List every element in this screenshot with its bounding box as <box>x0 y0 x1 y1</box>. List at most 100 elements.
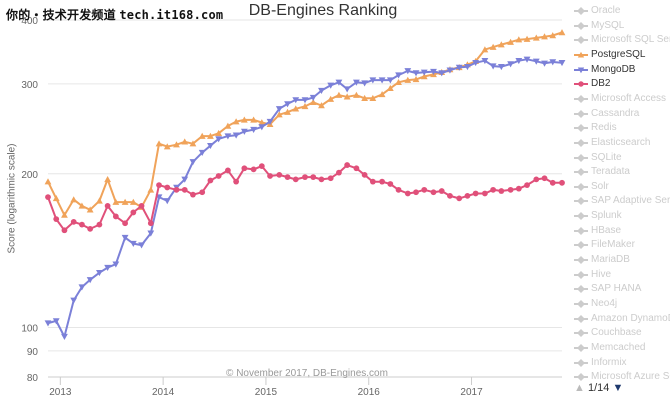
legend-item-memcached[interactable]: Memcached <box>574 341 670 355</box>
data-point-db2[interactable] <box>104 203 111 209</box>
data-point-db2[interactable] <box>430 189 437 196</box>
data-point-db2[interactable] <box>404 190 411 197</box>
data-point-mongodb[interactable] <box>121 234 129 241</box>
data-point-postgresql[interactable] <box>292 105 300 112</box>
data-point-db2[interactable] <box>559 179 565 186</box>
legend-item-neo4j[interactable]: Neo4j <box>574 297 670 311</box>
data-point-mongodb[interactable] <box>318 87 325 94</box>
data-point-mongodb[interactable] <box>78 284 86 291</box>
data-point-db2[interactable] <box>45 194 51 201</box>
data-point-db2[interactable] <box>318 176 325 183</box>
data-point-mongodb[interactable] <box>420 69 428 76</box>
data-point-mongodb[interactable] <box>138 242 145 249</box>
data-point-db2[interactable] <box>413 189 419 196</box>
legend-item-couchbase[interactable]: Couchbase <box>574 326 670 340</box>
data-point-mongodb[interactable] <box>489 63 497 70</box>
data-point-postgresql[interactable] <box>420 73 428 80</box>
data-point-mongodb[interactable] <box>44 320 52 327</box>
data-point-mongodb[interactable] <box>240 128 248 135</box>
data-point-db2[interactable] <box>498 188 505 194</box>
data-point-mongodb[interactable] <box>96 270 103 277</box>
legend-item-mongodb[interactable]: MongoDB <box>574 63 670 77</box>
data-point-postgresql[interactable] <box>412 76 420 83</box>
data-point-db2[interactable] <box>464 193 471 199</box>
data-point-db2[interactable] <box>147 220 154 227</box>
data-point-postgresql[interactable] <box>207 132 214 139</box>
data-point-db2[interactable] <box>369 178 376 185</box>
data-point-postgresql[interactable] <box>52 194 60 202</box>
data-point-postgresql[interactable] <box>369 94 377 102</box>
data-point-db2[interactable] <box>387 181 394 187</box>
data-point-postgresql[interactable] <box>549 32 557 39</box>
data-point-mongodb[interactable] <box>112 261 120 268</box>
data-point-mongodb[interactable] <box>215 136 223 143</box>
data-point-mongodb[interactable] <box>129 240 137 247</box>
data-point-postgresql[interactable] <box>181 138 189 145</box>
data-point-postgresql[interactable] <box>395 78 402 86</box>
data-point-db2[interactable] <box>361 171 368 178</box>
data-point-mongodb[interactable] <box>224 133 232 140</box>
data-point-postgresql[interactable] <box>104 175 112 183</box>
data-point-mongodb[interactable] <box>52 318 60 325</box>
data-point-mongodb[interactable] <box>292 97 300 104</box>
legend-item-redis[interactable]: Redis <box>574 121 670 135</box>
data-point-db2[interactable] <box>284 174 291 180</box>
data-point-postgresql[interactable] <box>189 140 197 147</box>
data-point-mongodb[interactable] <box>147 230 155 237</box>
data-point-postgresql[interactable] <box>404 76 412 83</box>
legend-item-postgresql[interactable]: PostgreSQL <box>574 48 670 62</box>
data-point-mongodb[interactable] <box>327 82 335 89</box>
data-point-db2[interactable] <box>96 221 103 228</box>
data-point-db2[interactable] <box>490 186 497 193</box>
data-point-mongodb[interactable] <box>104 264 112 272</box>
legend-item-mariadb[interactable]: MariaDB <box>574 253 670 267</box>
data-point-mongodb[interactable] <box>430 68 437 75</box>
data-point-db2[interactable] <box>122 220 128 227</box>
data-point-postgresql[interactable] <box>215 129 223 137</box>
data-point-postgresql[interactable] <box>70 196 78 203</box>
data-point-mongodb[interactable] <box>258 124 266 131</box>
data-point-postgresql[interactable] <box>232 118 240 125</box>
data-point-db2[interactable] <box>241 165 248 172</box>
legend-item-filemaker[interactable]: FileMaker <box>574 238 670 252</box>
data-point-db2[interactable] <box>395 186 402 193</box>
data-point-db2[interactable] <box>199 189 206 196</box>
data-point-postgresql[interactable] <box>129 198 137 205</box>
legend-item-amazon-dynamodb[interactable]: Amazon DynamoDB <box>574 312 670 326</box>
data-point-db2[interactable] <box>79 221 85 228</box>
pager-down-arrow-icon[interactable]: ▼ <box>612 382 624 394</box>
data-point-postgresql[interactable] <box>147 186 155 193</box>
data-point-db2[interactable] <box>173 186 180 193</box>
legend-item-cassandra[interactable]: Cassandra <box>574 107 670 121</box>
data-point-postgresql[interactable] <box>301 102 309 110</box>
data-point-db2[interactable] <box>515 185 522 192</box>
data-point-db2[interactable] <box>233 178 240 185</box>
data-point-postgresql[interactable] <box>96 197 103 204</box>
data-point-mongodb[interactable] <box>301 97 309 104</box>
legend-item-teradata[interactable]: Teradata <box>574 165 670 179</box>
data-point-postgresql[interactable] <box>523 35 531 42</box>
data-point-postgresql[interactable] <box>327 95 335 102</box>
data-point-mongodb[interactable] <box>541 60 548 67</box>
data-point-mongodb[interactable] <box>207 142 214 150</box>
legend-item-solr[interactable]: Solr <box>574 180 670 194</box>
data-point-mongodb[interactable] <box>369 77 377 84</box>
data-point-postgresql[interactable] <box>309 98 317 106</box>
data-point-mongodb[interactable] <box>395 72 402 79</box>
data-point-db2[interactable] <box>482 190 488 197</box>
legend-item-elasticsearch[interactable]: Elasticsearch <box>574 136 670 150</box>
legend-item-hbase[interactable]: HBase <box>574 224 670 238</box>
data-point-mongodb[interactable] <box>558 59 566 67</box>
data-point-db2[interactable] <box>379 178 385 185</box>
data-point-mongodb[interactable] <box>412 70 420 77</box>
data-point-postgresql[interactable] <box>378 91 386 98</box>
data-point-postgresql[interactable] <box>44 178 52 185</box>
legend-item-splunk[interactable]: Splunk <box>574 209 670 223</box>
data-point-db2[interactable] <box>507 186 514 193</box>
data-point-postgresql[interactable] <box>481 46 489 53</box>
data-point-mongodb[interactable] <box>497 64 505 71</box>
data-point-mongodb[interactable] <box>464 64 471 71</box>
data-point-db2[interactable] <box>138 203 145 209</box>
data-point-postgresql[interactable] <box>515 36 523 43</box>
data-point-mongodb[interactable] <box>70 297 78 304</box>
